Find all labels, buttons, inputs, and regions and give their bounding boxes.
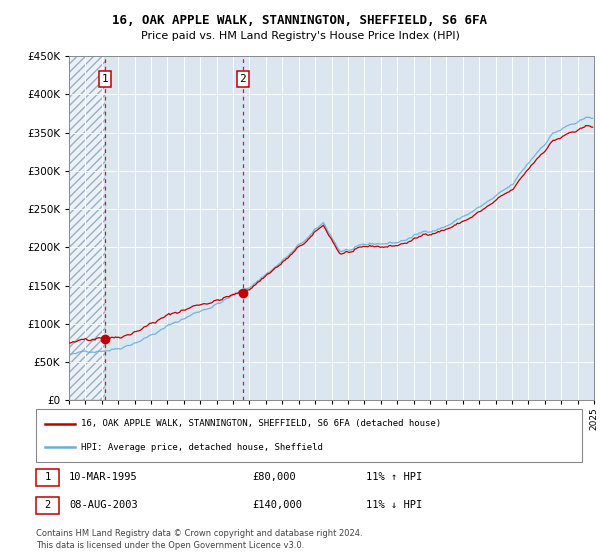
Text: 11% ↑ HPI: 11% ↑ HPI xyxy=(366,472,422,482)
Text: 1: 1 xyxy=(101,74,109,84)
Text: 08-AUG-2003: 08-AUG-2003 xyxy=(69,500,138,510)
Text: 2: 2 xyxy=(239,74,246,84)
Text: Price paid vs. HM Land Registry's House Price Index (HPI): Price paid vs. HM Land Registry's House … xyxy=(140,31,460,41)
Text: 10-MAR-1995: 10-MAR-1995 xyxy=(69,472,138,482)
Bar xyxy=(69,56,105,400)
Text: £80,000: £80,000 xyxy=(252,472,296,482)
Text: Contains HM Land Registry data © Crown copyright and database right 2024.
This d: Contains HM Land Registry data © Crown c… xyxy=(36,529,362,550)
Text: £140,000: £140,000 xyxy=(252,500,302,510)
Bar xyxy=(69,56,105,400)
Text: 16, OAK APPLE WALK, STANNINGTON, SHEFFIELD, S6 6FA (detached house): 16, OAK APPLE WALK, STANNINGTON, SHEFFIE… xyxy=(81,419,441,428)
Text: 16, OAK APPLE WALK, STANNINGTON, SHEFFIELD, S6 6FA: 16, OAK APPLE WALK, STANNINGTON, SHEFFIE… xyxy=(113,14,487,27)
Text: 1: 1 xyxy=(44,472,50,482)
Text: 2: 2 xyxy=(44,500,50,510)
Text: HPI: Average price, detached house, Sheffield: HPI: Average price, detached house, Shef… xyxy=(81,442,323,451)
Text: 11% ↓ HPI: 11% ↓ HPI xyxy=(366,500,422,510)
